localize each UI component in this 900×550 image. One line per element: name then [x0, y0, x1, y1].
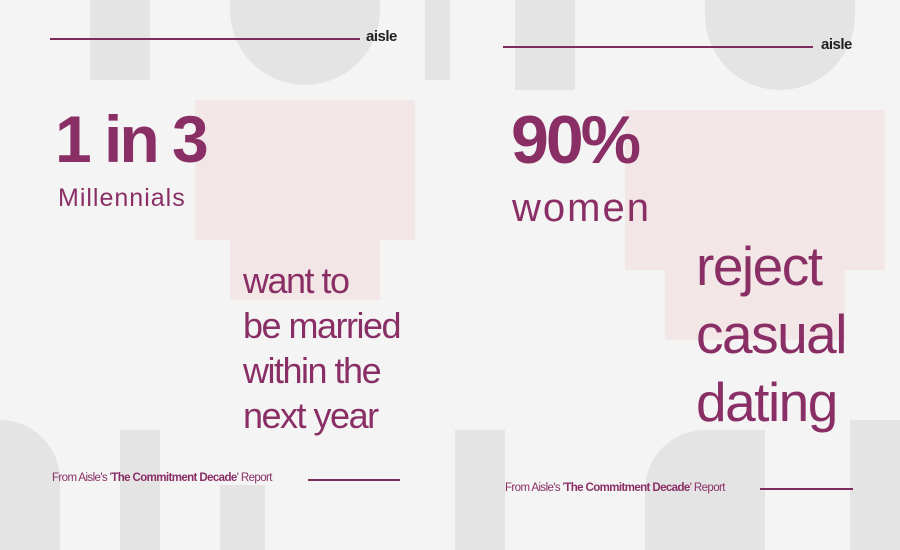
- statement-line: be married: [243, 305, 402, 346]
- left-infographic-card: aisle 1 in 3 Millennials want to be marr…: [0, 0, 450, 550]
- statement-line: within the: [243, 350, 382, 391]
- statement-line: casual: [696, 303, 847, 365]
- right-infographic-card: aisle 90% women reject casual dating Fro…: [455, 0, 900, 550]
- background-letter-shape: [230, 0, 380, 85]
- source-footer: From Aisle's 'The Commitment Decade' Rep…: [52, 472, 272, 484]
- footer-rule: [308, 479, 400, 481]
- pixel-heart-background: [230, 240, 380, 300]
- statement-line: want to: [243, 260, 350, 301]
- footer-rule: [760, 488, 853, 490]
- pixel-heart-background: [625, 110, 885, 270]
- pixel-heart-background: [665, 270, 845, 340]
- statement-line: dating: [696, 371, 838, 433]
- header-rule: [503, 46, 813, 48]
- aisle-logo: aisle: [366, 28, 397, 45]
- stat-headline: 90%: [511, 102, 641, 178]
- aisle-logo: aisle: [821, 36, 852, 53]
- background-letter-shape: [220, 485, 265, 550]
- background-letter-shape: [850, 420, 900, 550]
- background-letter-shape: [90, 0, 150, 80]
- background-letter-shape: [120, 430, 160, 550]
- background-letter-shape: [425, 0, 450, 80]
- background-letter-shape: [455, 430, 505, 550]
- background-letter-shape: [0, 420, 60, 550]
- stat-headline: 1 in 3: [55, 102, 209, 176]
- statement-line: reject: [696, 235, 823, 297]
- source-footer: From Aisle's 'The Commitment Decade' Rep…: [505, 482, 725, 494]
- background-letter-shape: [515, 0, 575, 90]
- statement: reject casual dating: [696, 232, 847, 436]
- statement-line: next year: [243, 395, 379, 436]
- header-rule: [50, 38, 360, 40]
- statement: want to be married within the next year: [243, 258, 402, 438]
- pixel-heart-background: [195, 100, 415, 240]
- stat-subject: Millennials: [58, 184, 186, 212]
- stat-subject: women: [512, 186, 651, 230]
- background-letter-shape: [645, 430, 765, 550]
